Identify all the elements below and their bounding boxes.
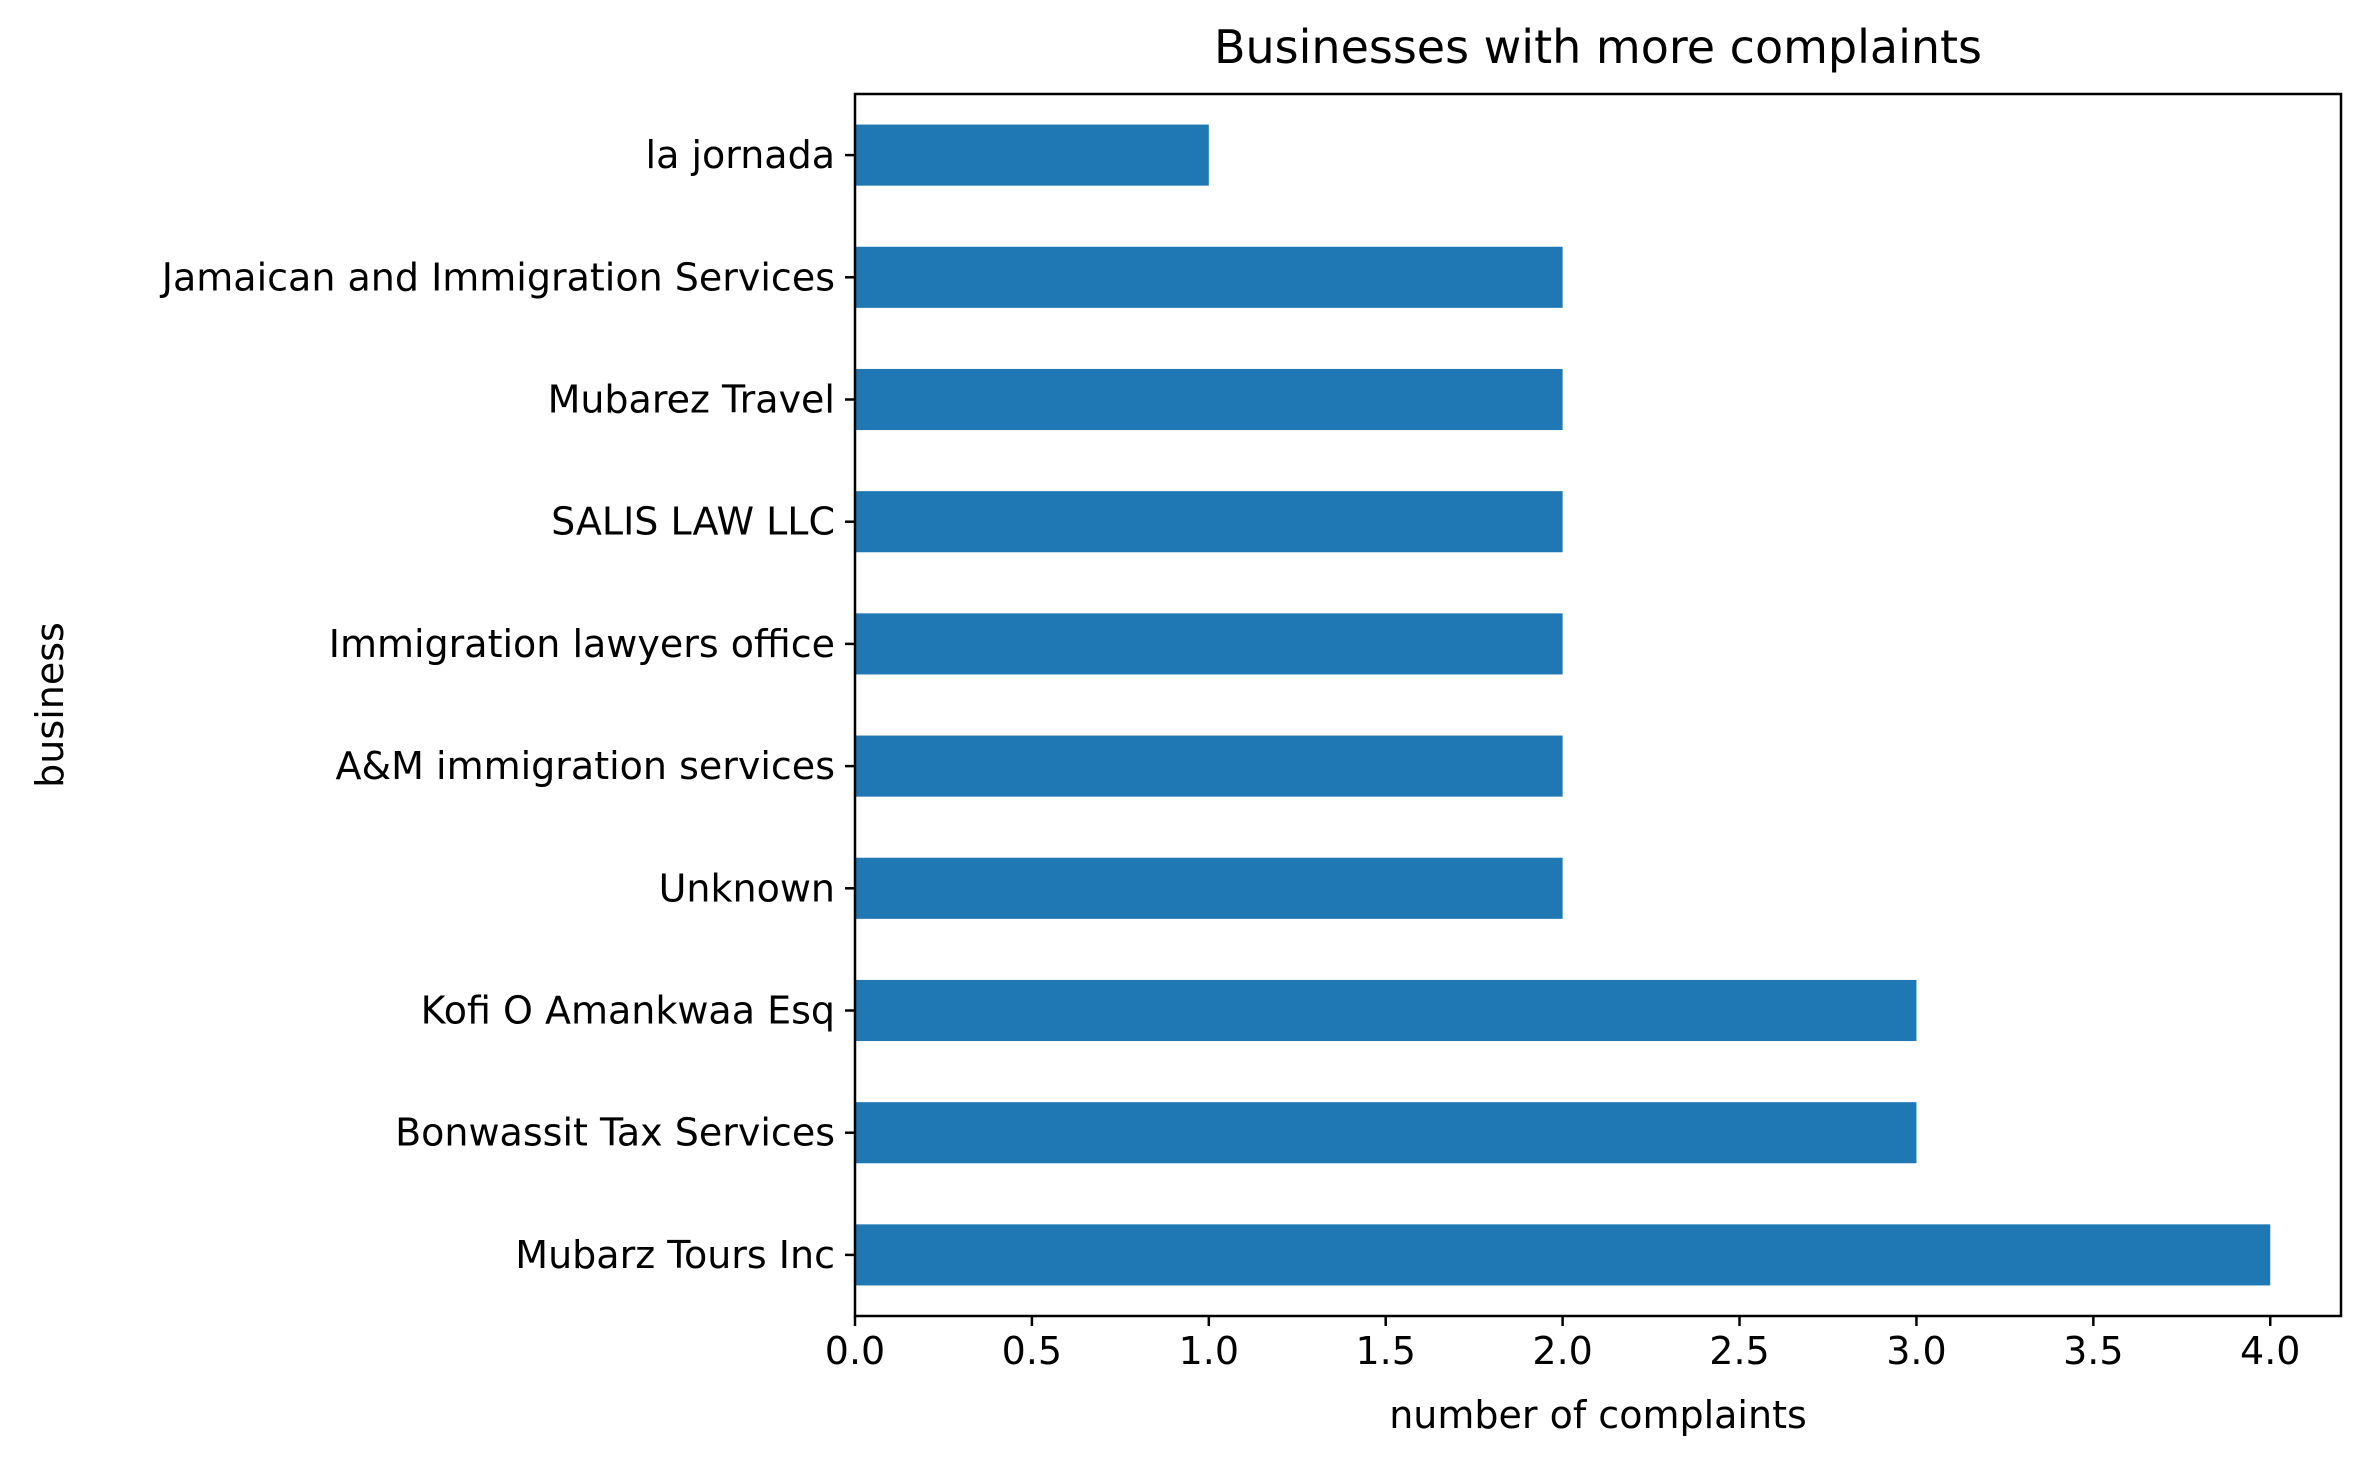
bar-immigration-lawyers-office (855, 613, 1563, 675)
plot-area-frame (853, 92, 2343, 1318)
x-tick-label: 3.5 (2063, 1329, 2123, 1373)
y-tick-label-kofi-o-amankwaa-esq: Kofi O Amankwaa Esq (421, 989, 835, 1033)
x-axis-label: number of complaints (1389, 1393, 1807, 1437)
bar-a-m-immigration-services (855, 735, 1563, 797)
y-tick-label-immigration-lawyers-office: Immigration lawyers office (329, 622, 835, 666)
y-tick-label-salis-law-llc: SALIS LAW LLC (551, 500, 835, 544)
x-tick-label: 3.0 (1886, 1329, 1946, 1373)
y-tick-label-mubarez-travel: Mubarez Travel (548, 378, 835, 422)
x-tick-label: 2.5 (1709, 1329, 1769, 1373)
bars-group (855, 124, 2271, 1286)
x-tick-label: 0.5 (1002, 1329, 1062, 1373)
y-axis-label: business (28, 622, 72, 788)
x-tick-label: 2.0 (1532, 1329, 1592, 1373)
x-tick-label: 1.0 (1179, 1329, 1239, 1373)
bar-kofi-o-amankwaa-esq (855, 979, 1917, 1042)
y-tick-label-mubarz-tours-inc: Mubarz Tours Inc (515, 1233, 835, 1277)
bar-mubarez-travel (855, 368, 1563, 431)
y-tick-label-bonwassit-tax-services: Bonwassit Tax Services (395, 1111, 835, 1155)
x-tick-label: 1.5 (1355, 1329, 1415, 1373)
bar-la-jornada (855, 124, 1209, 186)
axis-ticks-group: Mubarz Tours Inc Bonwassit Tax Services Ko… (160, 133, 2301, 1373)
y-tick-label-unknown: Unknown (659, 866, 835, 910)
bar-unknown (855, 857, 1563, 919)
bar-bonwassit-tax-services (855, 1102, 1917, 1164)
bar-mubarz-tours-inc (855, 1224, 2271, 1286)
x-tick-label: 0.0 (825, 1329, 885, 1373)
y-tick-label-jamaican-and-immigration-services: Jamaican and Immigration Services (160, 255, 835, 299)
y-tick-label-la-jornada: la jornada (646, 133, 835, 177)
bar-jamaican-and-immigration-services (855, 246, 1563, 308)
chart-title: Businesses with more complaints (1214, 20, 1982, 74)
x-tick-label: 4.0 (2240, 1329, 2300, 1373)
bar-salis-law-llc (855, 491, 1563, 553)
y-tick-label-a-m-immigration-services: A&M immigration services (336, 744, 835, 788)
